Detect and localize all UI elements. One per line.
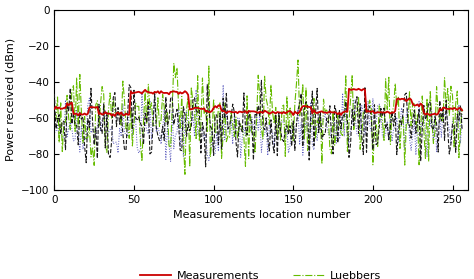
X-axis label: Measurements location number: Measurements location number [173,210,350,220]
Y-axis label: Power received (dBm): Power received (dBm) [6,38,16,161]
Legend: Measurements, Guevara, Luebbers, Schettino: Measurements, Guevara, Luebbers, Schetti… [140,271,383,279]
